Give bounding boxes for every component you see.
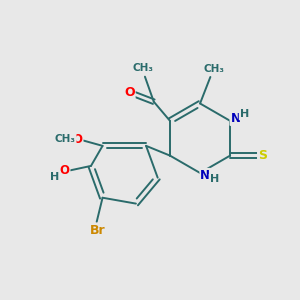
Text: H: H (50, 172, 60, 182)
Text: O: O (59, 164, 70, 177)
Text: O: O (124, 86, 135, 99)
Text: N: N (200, 169, 210, 182)
Text: O: O (73, 133, 82, 146)
Text: CH₃: CH₃ (133, 63, 154, 74)
Text: S: S (258, 149, 267, 162)
Text: N: N (230, 112, 240, 125)
Text: CH₃: CH₃ (55, 134, 76, 144)
Text: H: H (240, 110, 249, 119)
Text: Br: Br (89, 224, 105, 237)
Text: CH₃: CH₃ (203, 64, 224, 74)
Text: H: H (210, 174, 219, 184)
